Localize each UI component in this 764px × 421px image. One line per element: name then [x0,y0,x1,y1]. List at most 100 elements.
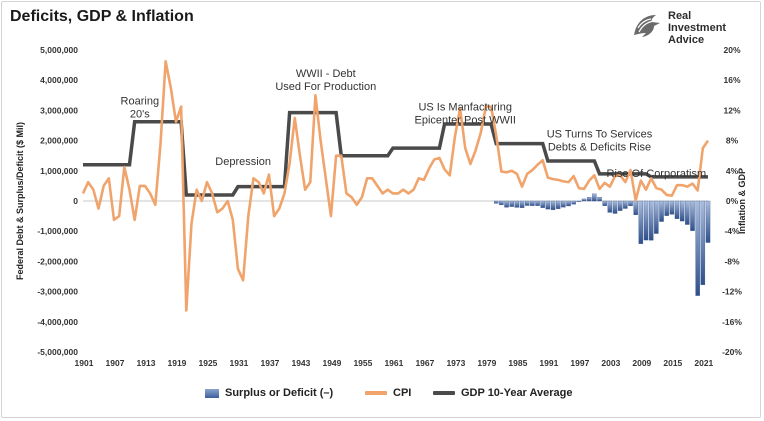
y-right-tick-label: -20% [722,347,742,357]
legend-label-gdp: GDP 10-Year Average [461,387,573,399]
deficit-bar [550,200,556,210]
logo-text: Real Investment Advice [668,10,726,46]
logo-line-1: Real [668,10,692,22]
y-right-tick-label: -4% [724,226,740,236]
deficit-bar [545,200,551,210]
x-tick-label: 1949 [322,358,341,368]
x-tick-label: 1943 [291,358,310,368]
y-left-axis-title: Federal Debt & Surplus/Deficit ($ Mil) [15,122,25,280]
legend-item-deficit: Surplus or Deficit (–) [205,387,333,399]
y-left-tick-label: 2,000,000 [40,136,78,146]
x-tick-label: 1997 [570,358,589,368]
deficit-bar [690,200,695,231]
legend-swatch-gdp [433,391,455,395]
deficit-bar [514,200,520,208]
deficit-bar [623,200,628,209]
deficit-bar [633,200,638,216]
y-right-tick-label: 16% [723,75,740,85]
deficit-bar [602,200,607,206]
x-tick-label: 2021 [694,358,713,368]
deficit-bar [524,200,530,206]
x-tick-label: 1967 [415,358,434,368]
x-tick-label: 1925 [199,358,218,368]
y-left-tick-label: 0 [73,196,78,206]
logo-line-3: Advice [668,34,705,46]
legend-swatch-cpi [365,391,387,395]
deficit-bar [540,200,545,208]
y-left-tick-label: 5,000,000 [40,45,78,55]
y-left-tick-label: 4,000,000 [40,75,78,85]
deficit-bar [617,200,623,211]
eagle-head-icon [634,15,660,37]
chart-legend: Surplus or Deficit (–) CPI GDP 10-Year A… [205,387,585,403]
x-tick-label: 1913 [137,358,156,368]
y-right-tick-label: 4% [726,166,739,176]
deficit-bar [607,200,613,213]
deficit-bar [654,200,659,234]
deficit-bar [664,200,669,216]
y-right-tick-label: -8% [724,256,740,266]
y-right-tick-label: 12% [723,105,740,115]
x-tick-label: 1955 [353,358,372,368]
x-tick-label: 2009 [632,358,651,368]
y-right-tick-label: -16% [722,317,742,327]
brand-logo: Real Investment Advice [630,7,750,47]
y-right-tick-label: 0% [726,196,739,206]
deficit-bar [643,200,649,241]
x-tick-label: 1931 [229,358,248,368]
deficit-bar [705,200,711,243]
y-left-tick-label: -5,000,000 [37,347,78,357]
deficit-bar [535,200,540,206]
deficit-bar [576,200,582,202]
chart-annotation: US Is Manfacturing [418,101,512,113]
x-tick-label: 1973 [446,358,465,368]
chart-annotation: Rise Of Corporatism [607,168,707,180]
deficit-bar [674,200,680,219]
y-left-tick-label: -3,000,000 [37,287,78,297]
deficit-bar [612,200,618,214]
deficit-bar [555,200,561,209]
deficit-bar [648,200,654,241]
x-tick-label: 1901 [75,358,94,368]
deficit-bar [685,200,690,225]
y-left-tick-label: -4,000,000 [37,317,78,327]
y-left-tick-label: 1,000,000 [40,166,78,176]
deficit-bar [519,200,525,208]
deficit-bar [592,193,597,202]
deficit-bar [504,200,509,208]
y-right-axis-title: Inflation & GDP [737,168,747,234]
deficit-bar [499,200,504,206]
logo-line-2: Investment [668,22,727,34]
legend-item-cpi: CPI [365,387,411,399]
deficit-bar [679,200,685,222]
chart-annotation: Used For Production [275,81,376,93]
y-right-tick-label: -12% [722,287,742,297]
x-tick-label: 1991 [539,358,558,368]
y-left-tick-label: -1,000,000 [37,226,78,236]
deficit-bar [586,197,592,202]
legend-label-cpi: CPI [393,387,412,399]
deficit-bar [659,200,664,222]
y-right-tick-label: 20% [723,45,740,55]
legend-item-gdp: GDP 10-Year Average [433,387,573,399]
gdp-series-line [83,110,708,197]
deficit-bar [700,200,706,285]
chart-annotation: Roaring [121,95,160,107]
legend-swatch-deficit [205,388,219,398]
deficit-bar [571,200,576,205]
x-tick-label: 1937 [260,358,279,368]
chart-annotation: Debts & Deficits Rise [548,142,651,154]
x-tick-label: 1985 [508,358,527,368]
chart-annotation: 20's [130,108,150,120]
chart-title: Deficits, GDP & Inflation [10,8,194,25]
y-right-tick-label: 8% [726,136,739,146]
deficit-bar [530,200,535,206]
cpi-series-line [81,60,710,312]
x-tick-label: 1961 [384,358,403,368]
deficit-bar [566,200,571,207]
x-tick-label: 1919 [168,358,187,368]
x-tick-label: 2015 [663,358,682,368]
deficit-bar [669,200,675,215]
